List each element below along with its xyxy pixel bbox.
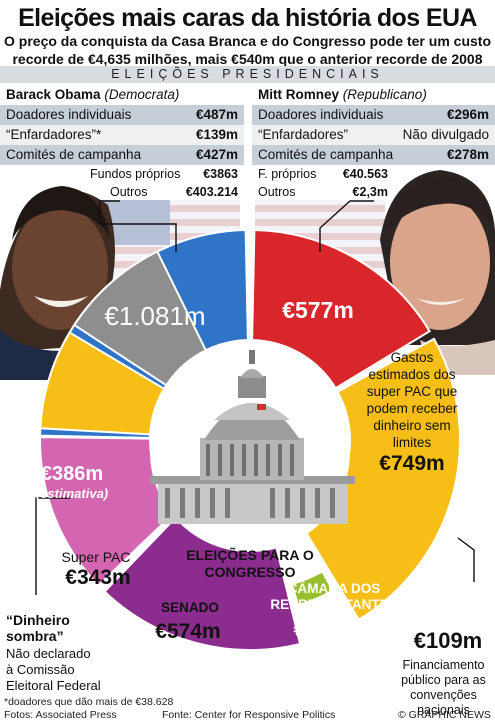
dark-money-title-line: sombra” — [6, 628, 64, 644]
dark-money-desc-line: Não declarado — [6, 646, 91, 661]
public-funding-value-label: €109m — [414, 628, 483, 653]
dark-money-description: Não declarado à Comissão Eleitoral Feder… — [6, 646, 101, 694]
gastos-label-line: podem receber — [367, 401, 458, 416]
romney-small-label: F. próprios — [258, 167, 317, 181]
super-pac-spending-segment — [300, 337, 461, 622]
romney-row-2: “Enfardadores” Não divulgado — [252, 125, 495, 145]
senado-label: SENADO — [161, 600, 219, 615]
obama-row-2: “Enfardadores”* €139m — [0, 125, 244, 145]
romney-segment — [251, 229, 431, 390]
romney-value-label: €577m — [282, 297, 354, 323]
romney-row-label: “Enfardadores” — [258, 127, 349, 142]
page-title: Eleições mais caras da história dos EUA — [18, 4, 477, 32]
romney-small-label: Outros — [258, 185, 296, 199]
gastos-label-line: Gastos — [391, 350, 434, 365]
obama-photo — [0, 186, 115, 380]
dark-money-desc-line: à Comissão — [6, 662, 75, 677]
capitol-illustration — [150, 350, 355, 552]
obama-small-label: Outros — [110, 185, 148, 199]
romney-row-value: €296m — [446, 107, 489, 122]
footnote: *doadores que dão mais de €38.628 — [4, 696, 174, 708]
subtitle-line-1: O preço da conquista da Casa Branca e do… — [4, 33, 491, 49]
camara-label-line: CÂMARA DOS — [288, 581, 381, 596]
romney-row-label: Doadores individuais — [258, 107, 384, 122]
center-label-line: ELEIÇÕES PARA O — [186, 546, 314, 563]
romney-small-value: €40.563 — [342, 167, 388, 181]
gastos-label-line: super PAC que — [367, 384, 458, 399]
romney-header: Mitt Romney (Republicano) — [258, 86, 427, 104]
dark-money-value-label: €386m — [41, 463, 103, 485]
obama-small-value: €3863 — [203, 167, 238, 181]
obama-small-value: €403.214 — [185, 185, 238, 199]
obama-party: (Democrata) — [104, 87, 180, 102]
callout-lines — [35, 200, 475, 595]
romney-others: Outros €2,3m — [258, 184, 388, 200]
obama-own-funds: Fundos próprios €3863 — [60, 166, 238, 182]
gastos-label-line: dinheiro sem — [373, 418, 450, 433]
photo-credit: Fotos: Associated Press — [4, 709, 117, 721]
romney-row-value: €278m — [446, 147, 489, 162]
obama-row-value: €139m — [195, 127, 238, 142]
obama-row-label: “Enfardadores”* — [6, 127, 102, 142]
source-credit: Fonte: Center for Responsive Politics — [162, 709, 336, 721]
obama-small-label: Fundos próprios — [90, 167, 181, 181]
public-funding-line: público para as — [401, 673, 486, 687]
super-pac-label: Super PAC — [62, 549, 131, 565]
super-pac-segment — [39, 331, 166, 436]
obama-name: Barack Obama — [6, 87, 101, 102]
obama-row-value: €487m — [195, 107, 238, 122]
public-funding-segment — [290, 570, 335, 607]
section-bar: ELEIÇÕES PRESIDENCIAIS — [0, 66, 495, 83]
camara-value-label: €849m — [293, 617, 366, 644]
dark-money-segment — [72, 250, 208, 387]
obama-others: Outros €403.214 — [60, 184, 238, 200]
gastos-label-line: limites — [393, 435, 432, 450]
camara-label-line: REPRESENTANTES — [270, 597, 397, 612]
romney-row-3: Comités de campanha €278m — [252, 145, 495, 165]
public-funding-description: Financiamento público para as convenções… — [392, 658, 495, 718]
romney-row-value: Não divulgado — [402, 127, 489, 142]
obama-row-label: Comités de campanha — [6, 147, 142, 162]
public-funding-line: convenções nacionais — [410, 688, 477, 717]
dark-money-title-line: “Dinheiro — [6, 612, 70, 628]
romney-name: Mitt Romney — [258, 87, 339, 102]
obama-row-3: Comités de campanha €427m — [0, 145, 244, 165]
super-pac-value-label: €343m — [65, 566, 130, 589]
subtitle-line-2: recorde de €4,635 milhões, mais €540m qu… — [12, 51, 483, 67]
romney-own-funds: F. próprios €40.563 — [258, 166, 388, 182]
obama-value-label: €1.081m — [104, 301, 205, 331]
dark-money-desc-line: Eleitoral Federal — [6, 678, 101, 693]
center-label-line: CONGRESSO — [204, 564, 295, 580]
super-pac-spending-value-label: €749m — [379, 452, 444, 475]
obama-row-label: Doadores individuais — [6, 107, 132, 122]
graphic-news-credit: © GRAPHIC NEWS — [398, 709, 491, 721]
romney-row-1: Doadores individuais €296m — [252, 105, 495, 125]
romney-party: (Republicano) — [342, 87, 427, 102]
obama-row-value: €427m — [195, 147, 238, 162]
dark-money-estimate-note: (estimativa) — [36, 486, 108, 501]
obama-header: Barack Obama (Democrata) — [6, 86, 179, 104]
public-funding-line: Financiamento — [402, 658, 485, 672]
gastos-label-line: estimados dos — [368, 367, 455, 382]
romney-small-value: €2,3m — [352, 185, 388, 199]
obama-row-1: Doadores individuais €487m — [0, 105, 244, 125]
dark-money-title: “Dinheiro sombra” — [6, 612, 70, 644]
senado-value-label: €574m — [155, 620, 220, 643]
romney-row-label: Comités de campanha — [258, 147, 394, 162]
